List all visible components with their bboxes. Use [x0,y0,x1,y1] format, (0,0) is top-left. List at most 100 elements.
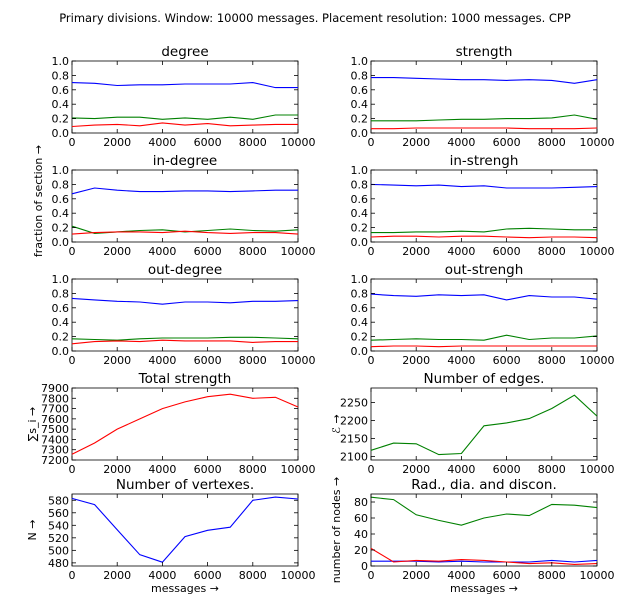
y-tick-label: 0.8 [52,287,70,300]
x-tick-label: 0 [69,463,76,476]
series-line-2 [370,547,598,565]
x-tick-label: 10000 [580,245,615,258]
y-tick-label: 20 [354,544,368,557]
x-tick-label: 10000 [281,569,316,582]
x-tick-label: 2000 [103,569,131,582]
y-tick-label: 0.2 [351,113,369,126]
x-tick-label: 8000 [239,463,267,476]
y-tick-label: 0.8 [351,69,369,82]
x-tick-label: 2000 [402,136,430,149]
chart-in-degree: 0 2000 4000 6000 8000 10000 0.00.2 0.40.6 0.81.0… [52,153,316,258]
y-tick-label: 60 [354,512,368,525]
plot-frame [71,387,299,461]
series-line-2 [71,339,298,345]
chart-title: strength [456,44,513,60]
y-tick-label: 0.0 [52,345,70,358]
x-tick-label: 10000 [281,463,316,476]
y-tick-label: 0.4 [52,207,70,220]
x-axis-label: messages → [151,582,219,595]
x-tick-label: 8000 [538,136,566,149]
y-tick-label: 2150 [340,432,368,445]
x-tick-label: 4000 [447,245,475,258]
x-tick-label: 4000 [148,245,176,258]
x-tick-label: 0 [69,354,76,367]
y-tick-label: 0.4 [351,316,369,329]
plot-frame [370,493,598,567]
series-line-2 [71,122,298,128]
panels: 0 2000 4000 6000 8000 100000.00.20.40.60.81.0… [26,44,615,595]
chart-title: Number of edges. [424,371,545,387]
series-line-0 [71,393,299,455]
x-tick-label: 2000 [402,569,430,582]
x-tick-label: 8000 [239,136,267,149]
y-tick-label: 0 [361,560,368,573]
y-tick-label: 7800 [41,392,69,405]
chart-out-degree: 0 2000 4000 6000 8000 10000 0.00.2 0.40.6 0.81.0… [52,262,316,367]
y-tick-label: 0.6 [52,84,70,97]
y-axis-label: N → [26,520,39,541]
y-tick-label: 0.6 [351,302,369,315]
x-tick-label: 10000 [281,136,316,149]
x-tick-label: 6000 [493,245,521,258]
x-tick-label: 10000 [281,354,316,367]
y-tick-label: 1.0 [351,55,369,68]
series-line-0 [370,293,598,301]
plot-frame [370,387,598,461]
x-tick-label: 4000 [148,354,176,367]
series-line-1 [371,114,598,122]
series-line-1 [71,114,298,120]
y-tick-label: 1.0 [351,273,369,286]
x-tick-label: 8000 [538,354,566,367]
y-tick-label: 500 [48,544,69,557]
figure-suptitle: Primary divisions. Window: 10000 message… [59,11,571,25]
x-tick-label: 0 [69,136,76,149]
x-tick-label: 2000 [402,245,430,258]
x-tick-label: 4000 [447,569,475,582]
y-tick-label: 0.6 [52,302,70,315]
x-tick-label: 8000 [538,245,566,258]
x-tick-label: 4000 [148,569,176,582]
series-line-0 [371,77,598,84]
x-tick-label: 4000 [148,463,176,476]
y-axis-label: ∑s_i → [26,407,39,441]
y-tick-label: 0.8 [351,178,369,191]
x-tick-label: 4000 [447,136,475,149]
x-tick-label: 8000 [239,245,267,258]
y-tick-label: 1.0 [52,55,70,68]
x-tick-label: 6000 [493,354,521,367]
y-tick-label: 7900 [41,382,69,395]
plot-frame [71,278,299,352]
chart-total-strength: 0 2000 4000 6000 8000 10000 720073007400750076… [26,371,316,476]
y-tick-label: 1.0 [351,164,369,177]
x-tick-label: 4000 [447,463,475,476]
x-tick-label: 8000 [538,463,566,476]
chart-in-strengh: 0 2000 4000 6000 8000 10000 0.00.2 0.40.6 0.81.0… [351,153,615,258]
y-tick-label: 0.6 [351,193,369,206]
plot-frame [370,169,598,243]
y-tick-label: 80 [354,496,368,509]
series-line-2 [370,235,598,239]
y-tick-label: 480 [48,557,69,570]
x-tick-label: 2000 [103,136,131,149]
y-tick-label: 0.8 [351,287,369,300]
series-line-1 [71,336,299,341]
x-tick-label: 2000 [103,245,131,258]
y-tick-label: 540 [48,519,69,532]
chart-title: in-degree [153,153,218,169]
x-tick-label: 8000 [538,569,566,582]
y-tick-label: 0.2 [351,222,369,235]
y-tick-label: 0.4 [52,316,70,329]
y-tick-label: 0.4 [351,207,369,220]
x-tick-label: 6000 [194,354,222,367]
x-tick-label: 2000 [402,463,430,476]
y-tick-label: 0.0 [351,127,369,140]
x-tick-label: 8000 [239,354,267,367]
x-tick-label: 10000 [580,136,615,149]
x-tick-label: 2000 [103,463,131,476]
x-tick-label: 0 [368,463,375,476]
plot-frame [71,493,299,567]
y-tick-label: 7700 [41,403,69,416]
chart-out-strengh: 0 2000 4000 6000 8000 10000 0.00.2 0.40.6 0.81.0… [351,262,615,367]
